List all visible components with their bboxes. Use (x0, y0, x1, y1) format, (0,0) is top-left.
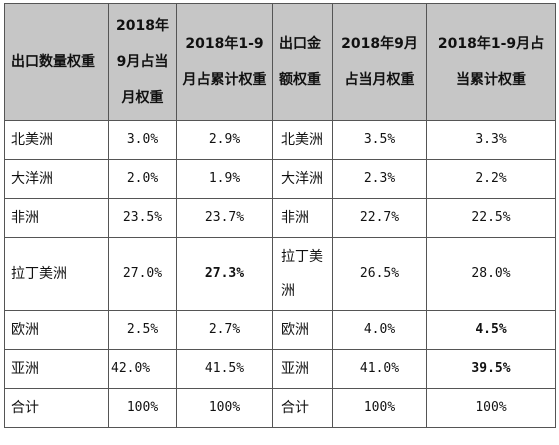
value-cum-value: 3.3% (426, 120, 556, 160)
value-month-value: 4.0% (332, 310, 427, 350)
value-cum-value: 4.5% (426, 310, 556, 350)
value-region: 大洋洲 (272, 159, 333, 199)
qty-region: 拉丁美洲 (4, 237, 109, 311)
export-weight-table: 出口数量权重 2018年9月占当月权重 2018年1-9月占累计权重 出口金额权… (4, 3, 556, 428)
value-region: 北美洲 (272, 120, 333, 160)
qty-region: 北美洲 (4, 120, 109, 160)
table-row: 拉丁美洲 27.0% 27.3% 拉丁美洲 26.5% 28.0% (4, 237, 556, 311)
qty-month-value: 2.5% (108, 310, 177, 350)
value-region: 拉丁美洲 (272, 237, 333, 311)
qty-month-value: 2.0% (108, 159, 177, 199)
value-month-value: 22.7% (332, 198, 427, 238)
table-row: 亚洲 42.0% 41.5% 亚洲 41.0% 39.5% (4, 349, 556, 389)
qty-region: 非洲 (4, 198, 109, 238)
value-month-value: 26.5% (332, 237, 427, 311)
header-qty-weight: 出口数量权重 (4, 3, 109, 121)
qty-cum-value: 23.7% (176, 198, 273, 238)
qty-month-value: 23.5% (108, 198, 177, 238)
qty-cum-value: 41.5% (176, 349, 273, 389)
qty-cum-value: 2.7% (176, 310, 273, 350)
value-cum-value: 39.5% (426, 349, 556, 389)
value-region: 欧洲 (272, 310, 333, 350)
table-row-total: 合计 100% 100% 合计 100% 100% (4, 388, 556, 428)
qty-cum-value: 27.3% (176, 237, 273, 311)
table-row: 大洋洲 2.0% 1.9% 大洋洲 2.3% 2.2% (4, 159, 556, 199)
qty-month-value: 3.0% (108, 120, 177, 160)
value-month-value: 3.5% (332, 120, 427, 160)
value-cum-value: 2.2% (426, 159, 556, 199)
value-cum-value: 28.0% (426, 237, 556, 311)
header-value-month: 2018年9月占当月权重 (332, 3, 427, 121)
table-row: 非洲 23.5% 23.7% 非洲 22.7% 22.5% (4, 198, 556, 238)
qty-month-value: 100% (108, 388, 177, 428)
table-row: 北美洲 3.0% 2.9% 北美洲 3.5% 3.3% (4, 120, 556, 160)
header-qty-cumulative: 2018年1-9月占累计权重 (176, 3, 273, 121)
qty-region: 大洋洲 (4, 159, 109, 199)
header-value-weight: 出口金额权重 (272, 3, 333, 121)
qty-region: 欧洲 (4, 310, 109, 350)
value-month-value: 41.0% (332, 349, 427, 389)
value-region: 合计 (272, 388, 333, 428)
value-region: 非洲 (272, 198, 333, 238)
qty-month-value: 42.0% (108, 349, 177, 389)
value-month-value: 2.3% (332, 159, 427, 199)
qty-region: 合计 (4, 388, 109, 428)
header-value-cumulative: 2018年1-9月占当累计权重 (426, 3, 556, 121)
qty-cum-value: 100% (176, 388, 273, 428)
value-cum-value: 100% (426, 388, 556, 428)
table-row: 欧洲 2.5% 2.7% 欧洲 4.0% 4.5% (4, 310, 556, 350)
header-qty-month: 2018年9月占当月权重 (108, 3, 177, 121)
qty-region: 亚洲 (4, 349, 109, 389)
value-cum-value: 22.5% (426, 198, 556, 238)
qty-cum-value: 2.9% (176, 120, 273, 160)
value-region: 亚洲 (272, 349, 333, 389)
value-month-value: 100% (332, 388, 427, 428)
header-row: 出口数量权重 2018年9月占当月权重 2018年1-9月占累计权重 出口金额权… (4, 3, 556, 121)
qty-month-value: 27.0% (108, 237, 177, 311)
qty-cum-value: 1.9% (176, 159, 273, 199)
